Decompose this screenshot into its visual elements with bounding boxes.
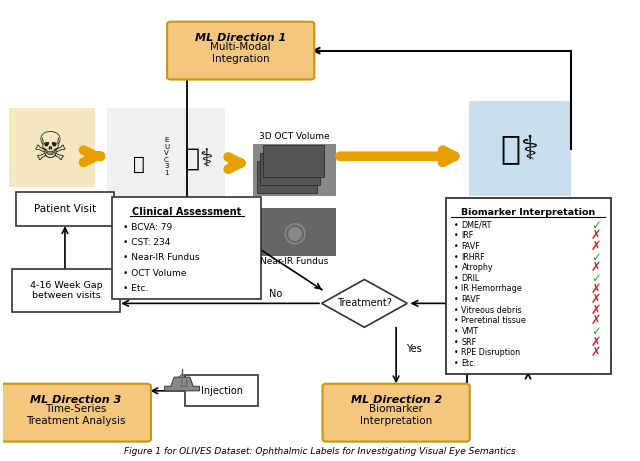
Text: • Etc.: • Etc.	[123, 284, 148, 294]
FancyBboxPatch shape	[323, 384, 470, 442]
FancyBboxPatch shape	[253, 208, 336, 255]
Text: Vitreous debris: Vitreous debris	[461, 306, 522, 315]
Text: • BCVA: 79: • BCVA: 79	[123, 223, 172, 231]
FancyBboxPatch shape	[9, 107, 95, 187]
Text: •: •	[454, 221, 458, 230]
Text: Figure 1 for OLIVES Dataset: Ophthalmic Labels for Investigating Visual Eye Sema: Figure 1 for OLIVES Dataset: Ophthalmic …	[124, 447, 516, 456]
Text: •: •	[454, 359, 458, 368]
FancyBboxPatch shape	[185, 375, 258, 406]
Text: ✗: ✗	[591, 293, 601, 306]
Text: Multi-Modal
Integration: Multi-Modal Integration	[211, 42, 271, 64]
Text: •: •	[454, 231, 458, 240]
Text: ✗: ✗	[591, 304, 601, 317]
FancyBboxPatch shape	[257, 161, 317, 193]
Text: Biomarker
Interpretation: Biomarker Interpretation	[360, 404, 432, 426]
Text: ✓: ✓	[591, 272, 601, 285]
Text: ✓: ✓	[591, 219, 601, 231]
Text: ☠: ☠	[33, 130, 68, 168]
Text: Injection: Injection	[201, 386, 243, 396]
FancyBboxPatch shape	[12, 269, 120, 312]
Text: Preretinal tissue: Preretinal tissue	[461, 316, 526, 325]
Text: Near-IR Fundus: Near-IR Fundus	[260, 257, 329, 266]
Text: •: •	[454, 306, 458, 315]
Text: ✗: ✗	[591, 240, 601, 253]
Text: Etc.: Etc.	[461, 359, 477, 368]
Text: •: •	[454, 274, 458, 283]
Text: 👩‍⚕️: 👩‍⚕️	[501, 133, 539, 166]
Text: IRHRF: IRHRF	[461, 253, 485, 261]
Text: 👨‍⚕️: 👨‍⚕️	[185, 148, 214, 172]
Polygon shape	[321, 279, 407, 327]
Text: •: •	[454, 242, 458, 251]
Text: IR Hemorrhage: IR Hemorrhage	[461, 284, 522, 294]
Text: E
U
V
C
3
1: E U V C 3 1	[164, 137, 169, 176]
Text: IRF: IRF	[461, 231, 474, 240]
Text: •: •	[454, 263, 458, 272]
Text: •: •	[454, 337, 458, 347]
FancyBboxPatch shape	[167, 22, 314, 79]
Text: 💧: 💧	[180, 377, 187, 387]
Text: Atrophy: Atrophy	[461, 263, 493, 272]
Text: ✓: ✓	[591, 250, 601, 264]
Text: Treatment?: Treatment?	[337, 298, 392, 308]
Text: Time-Series
Treatment Analysis: Time-Series Treatment Analysis	[26, 404, 125, 426]
Text: Patient Visit: Patient Visit	[34, 204, 96, 213]
Text: ML Direction 3: ML Direction 3	[30, 395, 122, 405]
Text: Yes: Yes	[406, 344, 422, 354]
Text: •: •	[454, 327, 458, 336]
Text: SRF: SRF	[461, 337, 477, 347]
Text: ✗: ✗	[591, 336, 601, 349]
Text: •: •	[454, 295, 458, 304]
Polygon shape	[164, 377, 200, 391]
Text: VMT: VMT	[461, 327, 479, 336]
FancyBboxPatch shape	[112, 196, 261, 299]
Text: 3D OCT Volume: 3D OCT Volume	[259, 132, 330, 141]
FancyBboxPatch shape	[1, 384, 151, 442]
Text: ◉: ◉	[282, 219, 307, 247]
FancyBboxPatch shape	[260, 153, 320, 185]
Text: • CST: 234: • CST: 234	[123, 238, 170, 247]
Text: 🔫: 🔫	[173, 371, 193, 390]
Text: 4-16 Week Gap
between visits: 4-16 Week Gap between visits	[30, 281, 102, 300]
Text: Biomarker Interpretation: Biomarker Interpretation	[461, 208, 595, 217]
Text: DRIL: DRIL	[461, 274, 480, 283]
Text: •: •	[454, 284, 458, 294]
Text: PAVF: PAVF	[461, 295, 481, 304]
Text: ✗: ✗	[591, 229, 601, 242]
Text: No: No	[269, 289, 282, 299]
Text: ML Direction 2: ML Direction 2	[351, 395, 442, 405]
Text: ✗: ✗	[591, 346, 601, 359]
FancyBboxPatch shape	[264, 145, 324, 177]
Text: • Near-IR Fundus: • Near-IR Fundus	[123, 254, 200, 262]
Text: ✗: ✗	[591, 261, 601, 274]
Text: •: •	[454, 348, 458, 357]
Text: •: •	[454, 316, 458, 325]
Text: DME/RT: DME/RT	[461, 221, 492, 230]
FancyBboxPatch shape	[469, 100, 571, 196]
Text: ✓: ✓	[591, 325, 601, 338]
Text: FAVF: FAVF	[461, 242, 480, 251]
Text: ML Direction 1: ML Direction 1	[195, 33, 286, 42]
Text: Clinical Assessment: Clinical Assessment	[132, 207, 241, 217]
FancyBboxPatch shape	[108, 107, 225, 206]
Text: 🧑: 🧑	[133, 155, 145, 174]
Text: RPE Disruption: RPE Disruption	[461, 348, 520, 357]
Text: • OCT Volume: • OCT Volume	[123, 269, 186, 278]
Text: ✗: ✗	[591, 314, 601, 327]
Text: ✗: ✗	[591, 283, 601, 296]
FancyBboxPatch shape	[253, 144, 336, 196]
FancyBboxPatch shape	[16, 192, 114, 226]
FancyBboxPatch shape	[445, 198, 611, 374]
Text: •: •	[454, 253, 458, 261]
